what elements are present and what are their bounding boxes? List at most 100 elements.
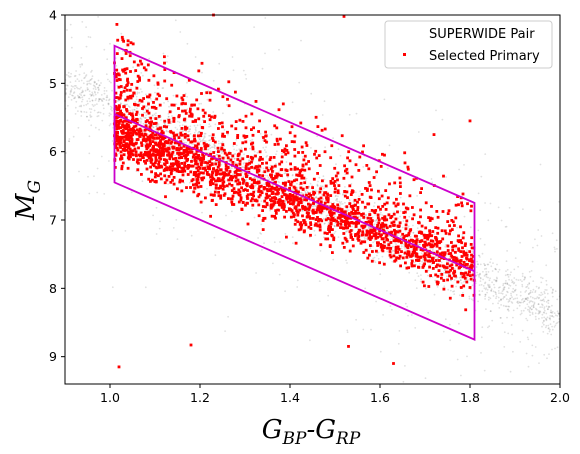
superwide-pair-point: [275, 163, 277, 165]
superwide-pair-point: [508, 206, 511, 209]
superwide-pair-point: [324, 222, 326, 225]
superwide-pair-point: [558, 313, 560, 316]
selected-primary-point: [278, 203, 282, 207]
selected-primary-point: [246, 222, 250, 226]
selected-primary-point: [360, 240, 364, 244]
selected-primary-point: [135, 141, 138, 145]
superwide-pair-point: [375, 221, 378, 224]
selected-primary-point: [141, 156, 144, 159]
superwide-pair-point: [526, 296, 529, 299]
superwide-pair-point: [70, 72, 72, 75]
selected-primary-point: [284, 168, 288, 172]
selected-primary-point: [397, 239, 401, 243]
selected-primary-point: [418, 240, 422, 243]
superwide-pair-point: [458, 322, 460, 325]
selected-primary-point: [165, 161, 169, 164]
selected-primary-point: [197, 172, 201, 176]
selected-primary-point: [115, 52, 119, 55]
superwide-pair-point: [108, 124, 111, 127]
selected-primary-point: [270, 203, 274, 207]
selected-primary-point: [171, 145, 175, 149]
superwide-pair-point: [336, 198, 338, 200]
selected-primary-point: [258, 164, 262, 168]
selected-primary-point: [314, 149, 318, 153]
superwide-pair-point: [443, 269, 446, 271]
selected-primary-point: [180, 166, 184, 170]
superwide-pair-point: [456, 358, 459, 361]
superwide-pair-point: [132, 110, 134, 113]
selected-primary-point: [158, 165, 161, 168]
selected-primary-point: [217, 127, 220, 130]
superwide-pair-point: [518, 301, 521, 303]
selected-primary-point: [273, 187, 276, 190]
superwide-pair-point: [506, 290, 508, 293]
superwide-pair-point: [532, 306, 535, 308]
superwide-pair-point: [78, 96, 81, 99]
superwide-pair-point: [526, 336, 529, 339]
selected-primary-point: [323, 201, 327, 205]
selected-primary-point: [258, 193, 262, 197]
selected-primary-point: [442, 255, 445, 258]
superwide-pair-point: [487, 283, 489, 286]
superwide-pair-point: [514, 290, 516, 292]
selected-primary-point: [182, 154, 186, 157]
superwide-pair-point: [479, 294, 481, 296]
selected-primary-point: [312, 190, 315, 194]
superwide-pair-point: [262, 139, 264, 142]
selected-primary-point: [169, 130, 172, 133]
superwide-pair-point: [249, 147, 252, 150]
superwide-pair-point: [492, 290, 495, 293]
superwide-pair-point: [404, 365, 406, 367]
selected-primary-point: [159, 172, 162, 176]
superwide-pair-point: [374, 213, 376, 216]
superwide-pair-point: [108, 112, 111, 115]
selected-primary-point: [426, 237, 429, 241]
selected-primary-point: [403, 251, 407, 255]
superwide-pair-point: [166, 55, 169, 57]
selected-primary-point: [349, 205, 353, 208]
superwide-pair-point: [525, 286, 527, 289]
selected-primary-point: [378, 261, 381, 265]
selected-primary-point: [190, 114, 194, 118]
selected-primary-point: [328, 230, 331, 234]
selected-primary-point: [454, 216, 458, 220]
superwide-pair-point: [291, 101, 294, 104]
selected-primary-point: [246, 155, 250, 158]
selected-primary-point: [435, 250, 439, 254]
selected-primary-point: [405, 234, 409, 237]
selected-primary-point: [421, 266, 425, 269]
superwide-pair-point: [538, 286, 540, 289]
selected-primary-point: [456, 239, 460, 242]
selected-primary-point: [420, 239, 424, 242]
superwide-pair-point: [525, 298, 528, 301]
superwide-pair-point: [90, 95, 92, 97]
selected-primary-point: [121, 132, 125, 135]
superwide-pair-point: [512, 316, 514, 319]
superwide-pair-point: [521, 329, 524, 332]
selected-primary-point: [165, 168, 169, 172]
superwide-pair-point: [440, 261, 443, 264]
selected-primary-point: [193, 171, 196, 174]
superwide-pair-point: [214, 254, 217, 257]
superwide-pair-point: [407, 225, 410, 228]
selected-primary-point: [130, 113, 133, 116]
selected-primary-point: [340, 210, 343, 213]
selected-primary-point: [197, 175, 200, 179]
superwide-pair-point: [517, 302, 519, 305]
selected-primary-point: [354, 209, 357, 213]
selected-primary-point: [244, 147, 247, 151]
selected-primary-point: [318, 190, 322, 194]
selected-primary-point: [234, 190, 238, 194]
selected-primary-point: [340, 134, 344, 138]
superwide-pair-point: [541, 317, 543, 319]
superwide-pair-point: [491, 281, 493, 284]
selected-primary-point: [170, 169, 174, 172]
selected-primary-point: [275, 139, 279, 143]
superwide-pair-point: [492, 302, 494, 305]
superwide-pair-point: [162, 87, 165, 89]
selected-primary-point: [376, 213, 380, 217]
selected-primary-point: [374, 237, 378, 240]
selected-primary-point: [293, 148, 297, 151]
superwide-pair-point: [491, 319, 494, 322]
selected-primary-point: [445, 266, 449, 270]
